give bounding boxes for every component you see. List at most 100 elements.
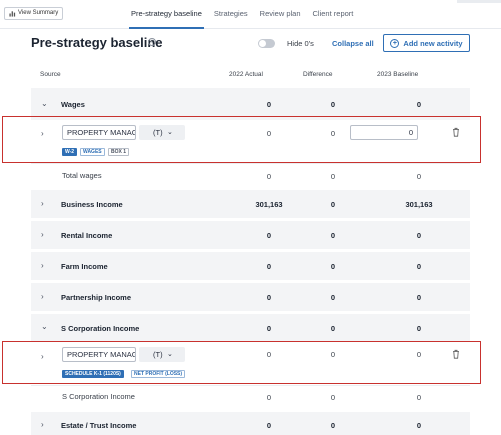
- difference-value: 0: [330, 324, 336, 333]
- chevron-down-icon: ⌄: [167, 129, 173, 136]
- group-row-estate-trust-income[interactable]: › Estate / Trust Income 0 0 0: [31, 412, 470, 435]
- bar-chart-icon: [9, 11, 16, 17]
- hide-zeros-toggle[interactable]: [258, 39, 275, 48]
- group-label: Partnership Income: [61, 293, 132, 302]
- group-row-farm-income[interactable]: › Farm Income 0 0 0: [31, 252, 470, 280]
- chevron-down-icon[interactable]: ⌄: [41, 99, 48, 108]
- group-label: Rental Income: [61, 231, 113, 240]
- actual-value: 0: [266, 262, 272, 271]
- baseline-value: 301,163: [405, 200, 433, 209]
- activity-row-s-corporation: › PROPERTY MANAG (T) ⌄ 0 0 0 SCHEDULE K-…: [31, 344, 470, 382]
- chevron-right-icon[interactable]: ›: [41, 292, 44, 301]
- view-summary-button[interactable]: View Summary: [4, 7, 64, 20]
- highlight-box: [2, 341, 481, 384]
- chevron-right-icon[interactable]: ›: [41, 420, 44, 429]
- actual-value: 0: [266, 231, 272, 240]
- baseline-input[interactable]: 0: [350, 125, 418, 140]
- actual-value: 301,163: [255, 200, 283, 209]
- chevron-right-icon[interactable]: ›: [41, 352, 44, 361]
- difference-value: 0: [330, 293, 336, 302]
- badge-schedule-k1: SCHEDULE K-1 (1120S): [62, 370, 124, 378]
- activity-row-wages: › PROPERTY MANAG (T) ⌄ 0 0 0 W-2 WAGES B…: [31, 120, 470, 162]
- difference-value: 0: [330, 172, 336, 181]
- group-row-partnership-income[interactable]: › Partnership Income 0 0 0: [31, 283, 470, 311]
- activity-type-value: (T): [153, 128, 163, 137]
- actual-value: 0: [266, 393, 272, 402]
- activity-type-select[interactable]: (T) ⌄: [139, 125, 185, 140]
- total-row-wages: Total wages 0 0 0: [31, 164, 470, 190]
- column-header-difference: Difference: [303, 71, 333, 78]
- badge-wages: WAGES: [80, 148, 105, 156]
- column-header-2022-actual: 2022 Actual: [229, 71, 263, 78]
- difference-value: 0: [330, 200, 336, 209]
- trash-icon[interactable]: [452, 127, 460, 137]
- difference-value: 0: [330, 231, 336, 240]
- chevron-right-icon[interactable]: ›: [41, 261, 44, 270]
- view-summary-label: View Summary: [18, 10, 59, 16]
- difference-value: 0: [330, 100, 336, 109]
- chevron-down-icon[interactable]: ⌄: [41, 322, 48, 331]
- difference-value: 0: [330, 350, 336, 359]
- highlight-box: [2, 116, 481, 163]
- difference-value: 0: [330, 393, 336, 402]
- total-label: Total wages: [62, 171, 102, 180]
- group-label: Estate / Trust Income: [61, 421, 137, 430]
- total-row-s-corporation: S Corporation Income 0 0 0: [31, 386, 470, 410]
- difference-value: 0: [330, 129, 336, 138]
- tab-review-plan[interactable]: Review plan: [259, 9, 301, 18]
- add-new-activity-button[interactable]: + Add new activity: [383, 34, 470, 52]
- info-icon[interactable]: i: [148, 38, 156, 46]
- collapse-all-link[interactable]: Collapse all: [332, 39, 374, 48]
- group-label: Farm Income: [61, 262, 108, 271]
- group-row-rental-income[interactable]: › Rental Income 0 0 0: [31, 221, 470, 249]
- actual-value: 0: [266, 172, 272, 181]
- chevron-right-icon[interactable]: ›: [41, 199, 44, 208]
- badge-w2: W-2: [62, 148, 78, 156]
- divider: [31, 385, 470, 386]
- trash-icon[interactable]: [452, 349, 460, 359]
- tab-strategies[interactable]: Strategies: [213, 9, 248, 18]
- group-label: S Corporation Income: [61, 324, 140, 333]
- badge-net-profit-loss: NET PROFIT (LOSS): [131, 370, 186, 378]
- tab-pre-strategy-baseline[interactable]: Pre-strategy baseline: [125, 0, 208, 29]
- total-label: S Corporation Income: [62, 392, 135, 401]
- baseline-value: 0: [416, 100, 422, 109]
- add-new-activity-label: Add new activity: [403, 38, 463, 48]
- activity-type-value: (T): [153, 350, 163, 359]
- actual-value: 0: [266, 129, 272, 138]
- activity-type-select[interactable]: (T) ⌄: [139, 347, 185, 362]
- baseline-value: 0: [416, 231, 422, 240]
- actual-value: 0: [266, 324, 272, 333]
- column-header-source: Source: [40, 71, 61, 78]
- baseline-value: 0: [416, 293, 422, 302]
- plus-circle-icon: +: [390, 38, 400, 48]
- actual-value: 0: [266, 421, 272, 430]
- baseline-value: 0: [416, 324, 422, 333]
- tab-client-report[interactable]: Client report: [312, 9, 354, 18]
- chevron-down-icon: ⌄: [167, 351, 173, 358]
- baseline-value: 0: [416, 393, 422, 402]
- hide-zeros-label: Hide 0's: [287, 39, 314, 48]
- group-row-s-corporation-income[interactable]: ⌄ S Corporation Income 0 0 0: [31, 314, 470, 342]
- chevron-right-icon[interactable]: ›: [41, 129, 44, 138]
- page-title: Pre-strategy baseline: [31, 35, 163, 50]
- actual-value: 0: [266, 293, 272, 302]
- divider: [31, 163, 470, 164]
- actual-value: 0: [266, 350, 272, 359]
- difference-value: 0: [330, 262, 336, 271]
- activity-name-input[interactable]: PROPERTY MANAG: [62, 347, 136, 362]
- group-label: Business Income: [61, 200, 123, 209]
- badge-box-1: BOX 1: [108, 148, 130, 156]
- top-right-strip: [457, 0, 501, 3]
- group-label: Wages: [61, 100, 85, 109]
- chevron-right-icon[interactable]: ›: [41, 230, 44, 239]
- baseline-value: 0: [416, 421, 422, 430]
- group-row-business-income[interactable]: › Business Income 301,163 0 301,163: [31, 190, 470, 218]
- difference-value: 0: [330, 421, 336, 430]
- top-bar: View Summary Pre-strategy baseline Strat…: [0, 0, 501, 29]
- baseline-value: 0: [416, 350, 422, 359]
- baseline-value: 0: [416, 172, 422, 181]
- activity-name-input[interactable]: PROPERTY MANAG: [62, 125, 136, 140]
- group-row-wages[interactable]: ⌄ Wages 0 0 0: [31, 88, 470, 120]
- baseline-value: 0: [416, 262, 422, 271]
